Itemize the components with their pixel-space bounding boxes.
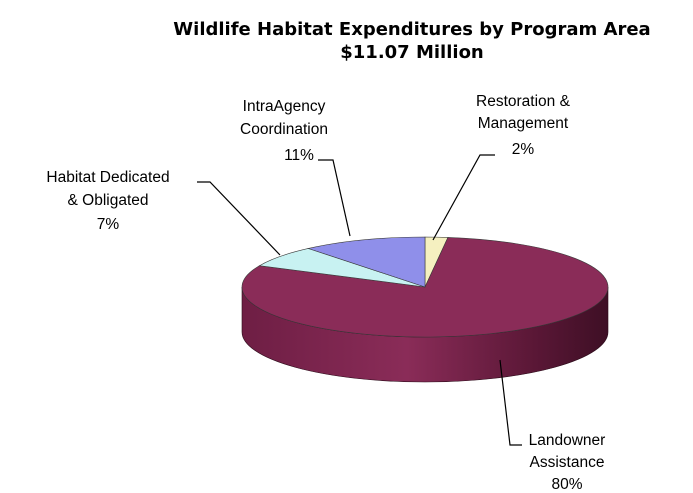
label-landowner-line1: Landowner bbox=[529, 432, 606, 449]
pie-top bbox=[241, 236, 609, 338]
label-intraagency-line2: Coordination bbox=[240, 121, 328, 138]
leader-line-intraagency bbox=[318, 159, 351, 237]
label-habitat-line1: Habitat Dedicated bbox=[46, 169, 169, 186]
label-restoration: Restoration & Management 2% bbox=[476, 93, 571, 158]
leader-line-restoration bbox=[432, 154, 495, 241]
label-restoration-line1: Restoration & bbox=[476, 93, 571, 110]
label-intraagency: IntraAgency Coordination 11% bbox=[240, 98, 328, 164]
label-habitat-percent: 7% bbox=[97, 216, 120, 233]
leader-line-landowner bbox=[499, 359, 522, 446]
label-landowner-percent: 80% bbox=[551, 476, 582, 493]
label-intraagency-percent: 11% bbox=[284, 147, 314, 164]
leader-line-habitat bbox=[197, 181, 281, 256]
label-restoration-line2: Management bbox=[478, 115, 569, 132]
label-landowner: Landowner Assistance 80% bbox=[529, 432, 606, 493]
label-habitat: Habitat Dedicated & Obligated 7% bbox=[46, 169, 169, 233]
chart-title: Wildlife Habitat Expenditures by Program… bbox=[173, 19, 650, 40]
chart-subtitle: $11.07 Million bbox=[340, 42, 484, 63]
label-habitat-line2: & Obligated bbox=[68, 192, 149, 209]
label-restoration-percent: 2% bbox=[512, 141, 535, 158]
pie-slice-intraagency bbox=[307, 236, 426, 288]
label-intraagency-line1: IntraAgency bbox=[243, 98, 326, 115]
label-landowner-line2: Assistance bbox=[530, 454, 605, 471]
